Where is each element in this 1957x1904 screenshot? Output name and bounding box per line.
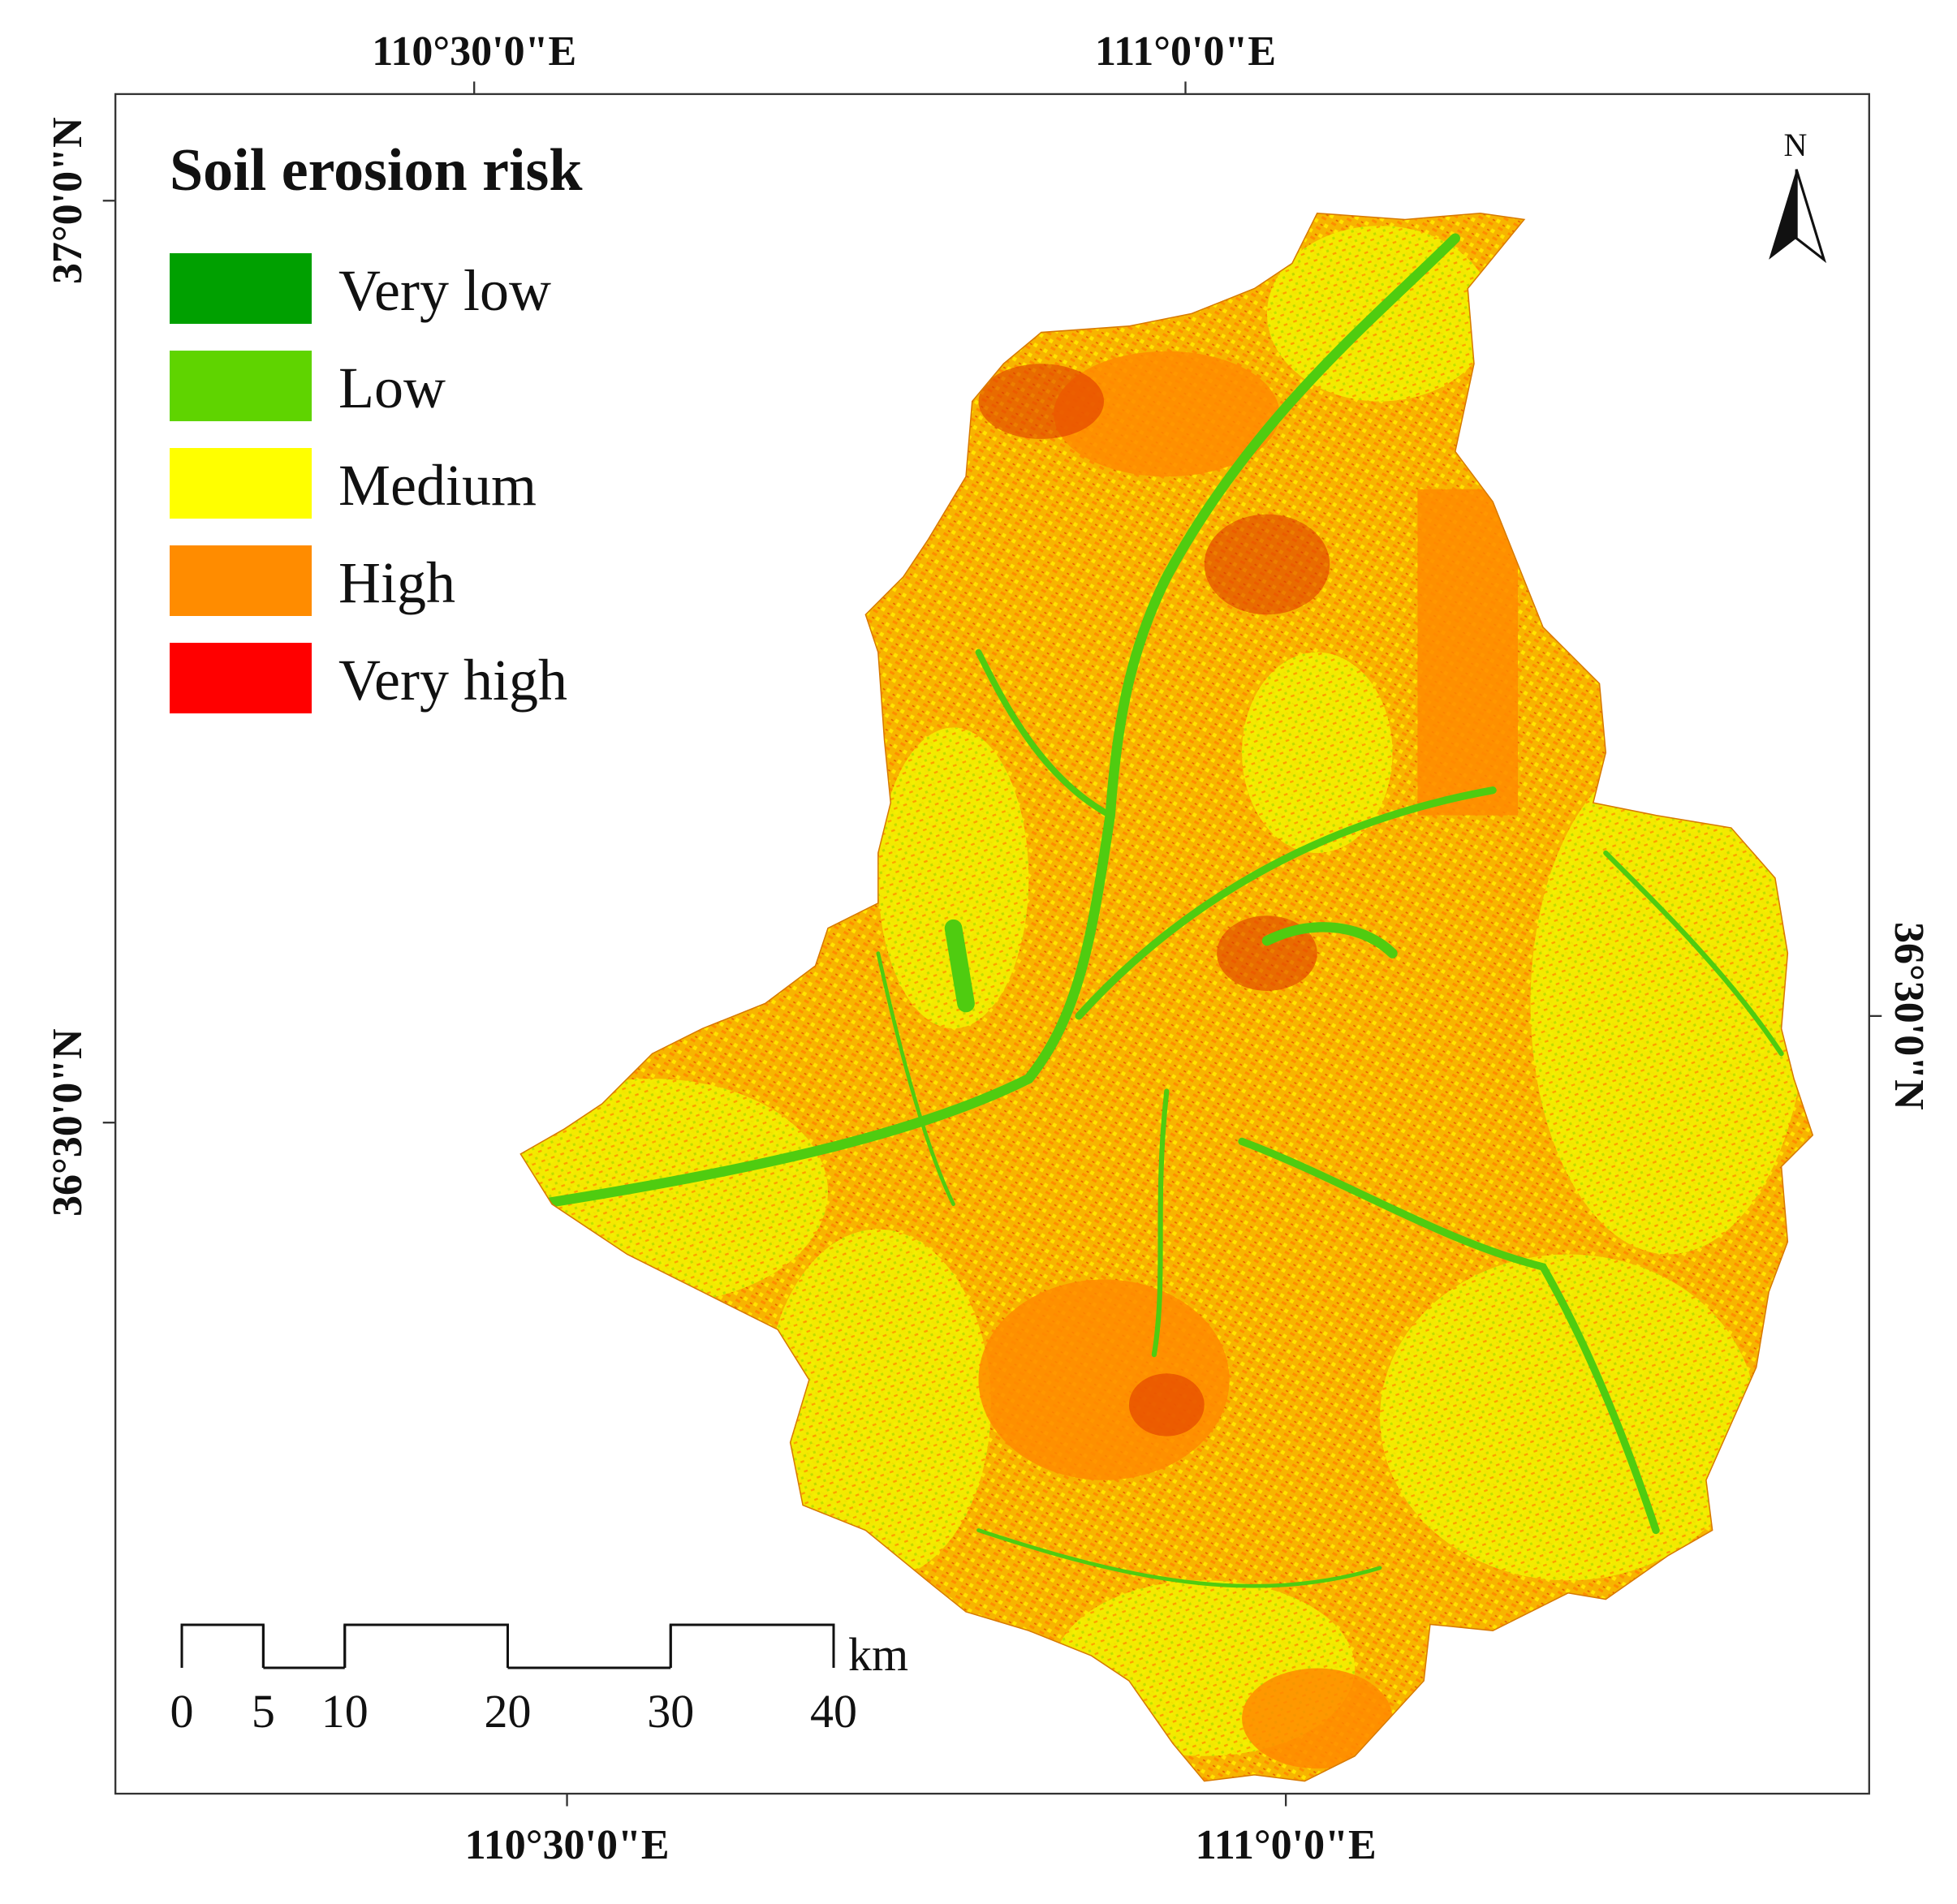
scale-segment xyxy=(669,1623,835,1668)
coord-label: 37°0'0"N xyxy=(45,117,91,284)
north-arrow xyxy=(1769,169,1827,264)
risk-raster xyxy=(520,213,1813,1781)
river-network xyxy=(534,233,1784,1588)
coord-label: 36°30'0"N xyxy=(45,1028,91,1217)
legend-swatch xyxy=(170,545,312,616)
scale-unit: km xyxy=(848,1628,908,1681)
legend-swatch xyxy=(170,643,312,713)
legend-swatch xyxy=(170,351,312,421)
coord-label: 110°30'0"E xyxy=(465,1822,670,1868)
annotations: Very low Low Medium High Very high 110°30'0"E… xyxy=(45,28,1932,1868)
scale-segment xyxy=(180,1623,265,1668)
coord-label: 111°0'0"E xyxy=(1196,1822,1377,1868)
scale-label: 40 xyxy=(810,1685,857,1738)
scale-label: 0 xyxy=(170,1685,194,1738)
legend-label: Low xyxy=(338,355,446,420)
legend-title: Soil erosion risk xyxy=(170,137,583,204)
scale-label: 10 xyxy=(321,1685,369,1738)
scale-label: 20 xyxy=(485,1685,532,1738)
scale-label: 30 xyxy=(647,1685,694,1738)
coord-label: 110°30'0"E xyxy=(372,28,576,75)
scale-segment xyxy=(343,1623,509,1668)
legend-label: Very low xyxy=(338,258,551,323)
scale-label: 5 xyxy=(252,1685,275,1738)
legend-swatch xyxy=(170,253,312,324)
coord-label: 111°0'0"E xyxy=(1095,28,1276,75)
north-label: N xyxy=(1784,127,1808,163)
legend-swatch xyxy=(170,448,312,519)
legend-label: High xyxy=(338,550,455,615)
legend-label: Very high xyxy=(338,648,567,713)
coord-label: 36°30'0"N xyxy=(1886,922,1932,1110)
map-frame xyxy=(114,93,1870,1795)
legend-label: Medium xyxy=(338,453,537,518)
map-body xyxy=(102,81,1882,1807)
graticule-ticks xyxy=(102,81,1882,1807)
